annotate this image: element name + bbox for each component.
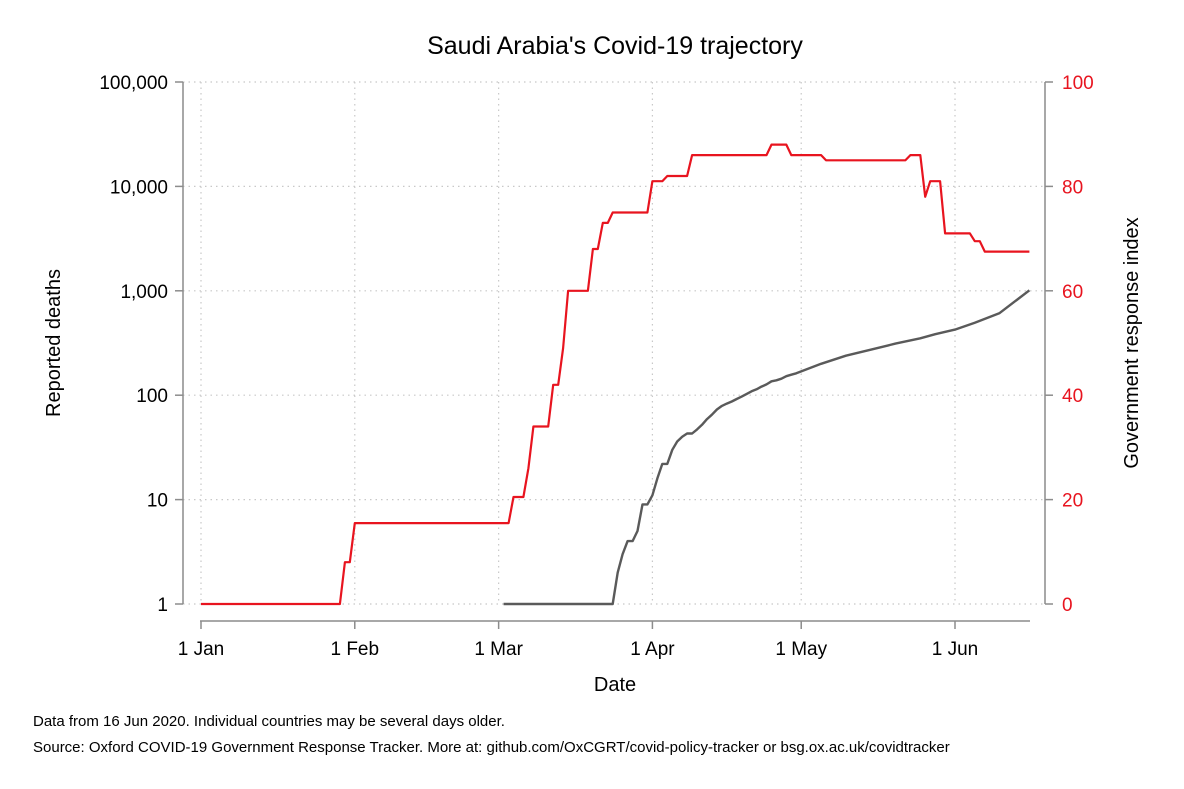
x-tick-label: 1 May <box>775 639 827 660</box>
x-tick-label: 1 Jan <box>178 639 224 660</box>
grid <box>183 81 1045 605</box>
y-left-tick-label: 10,000 <box>110 177 168 198</box>
y-left-tick-label: 1,000 <box>120 282 168 303</box>
x-tick-label: 1 Feb <box>330 639 379 660</box>
x-tick-label: 1 Mar <box>474 639 523 660</box>
deaths-line <box>503 289 1031 606</box>
y-right-tick-label: 40 <box>1062 386 1083 407</box>
tick-labels: 1 10 100 1,000 10,000 100,000 0 20 40 60 80 100 1 Ja… <box>99 73 1093 660</box>
source-note: Source: Oxford COVID-19 Government Respo… <box>33 739 950 756</box>
y-axis-left-title: Reported deaths <box>43 269 65 417</box>
x-axis-title: Date <box>594 674 636 696</box>
chart-title: Saudi Arabia's Covid-19 trajectory <box>427 32 803 60</box>
y-right-tick-label: 20 <box>1062 491 1083 512</box>
y-right-tick-label: 80 <box>1062 177 1083 198</box>
axes <box>175 81 1053 629</box>
data-note: Data from 16 Jun 2020. Individual countr… <box>33 713 505 730</box>
y-right-tick-label: 0 <box>1062 595 1073 616</box>
y-right-tick-label: 100 <box>1062 73 1094 94</box>
y-right-tick-label: 60 <box>1062 282 1083 303</box>
series-lines <box>201 143 1031 606</box>
x-tick-label: 1 Jun <box>932 639 978 660</box>
y-left-tick-label: 100 <box>136 386 168 407</box>
y-left-tick-label: 1 <box>157 595 168 616</box>
y-axis-right-title: Government response index <box>1121 217 1143 468</box>
y-left-tick-label: 10 <box>147 491 168 512</box>
response-index-line <box>201 143 1030 606</box>
x-tick-label: 1 Apr <box>630 639 675 660</box>
y-left-tick-label: 100,000 <box>99 73 168 94</box>
